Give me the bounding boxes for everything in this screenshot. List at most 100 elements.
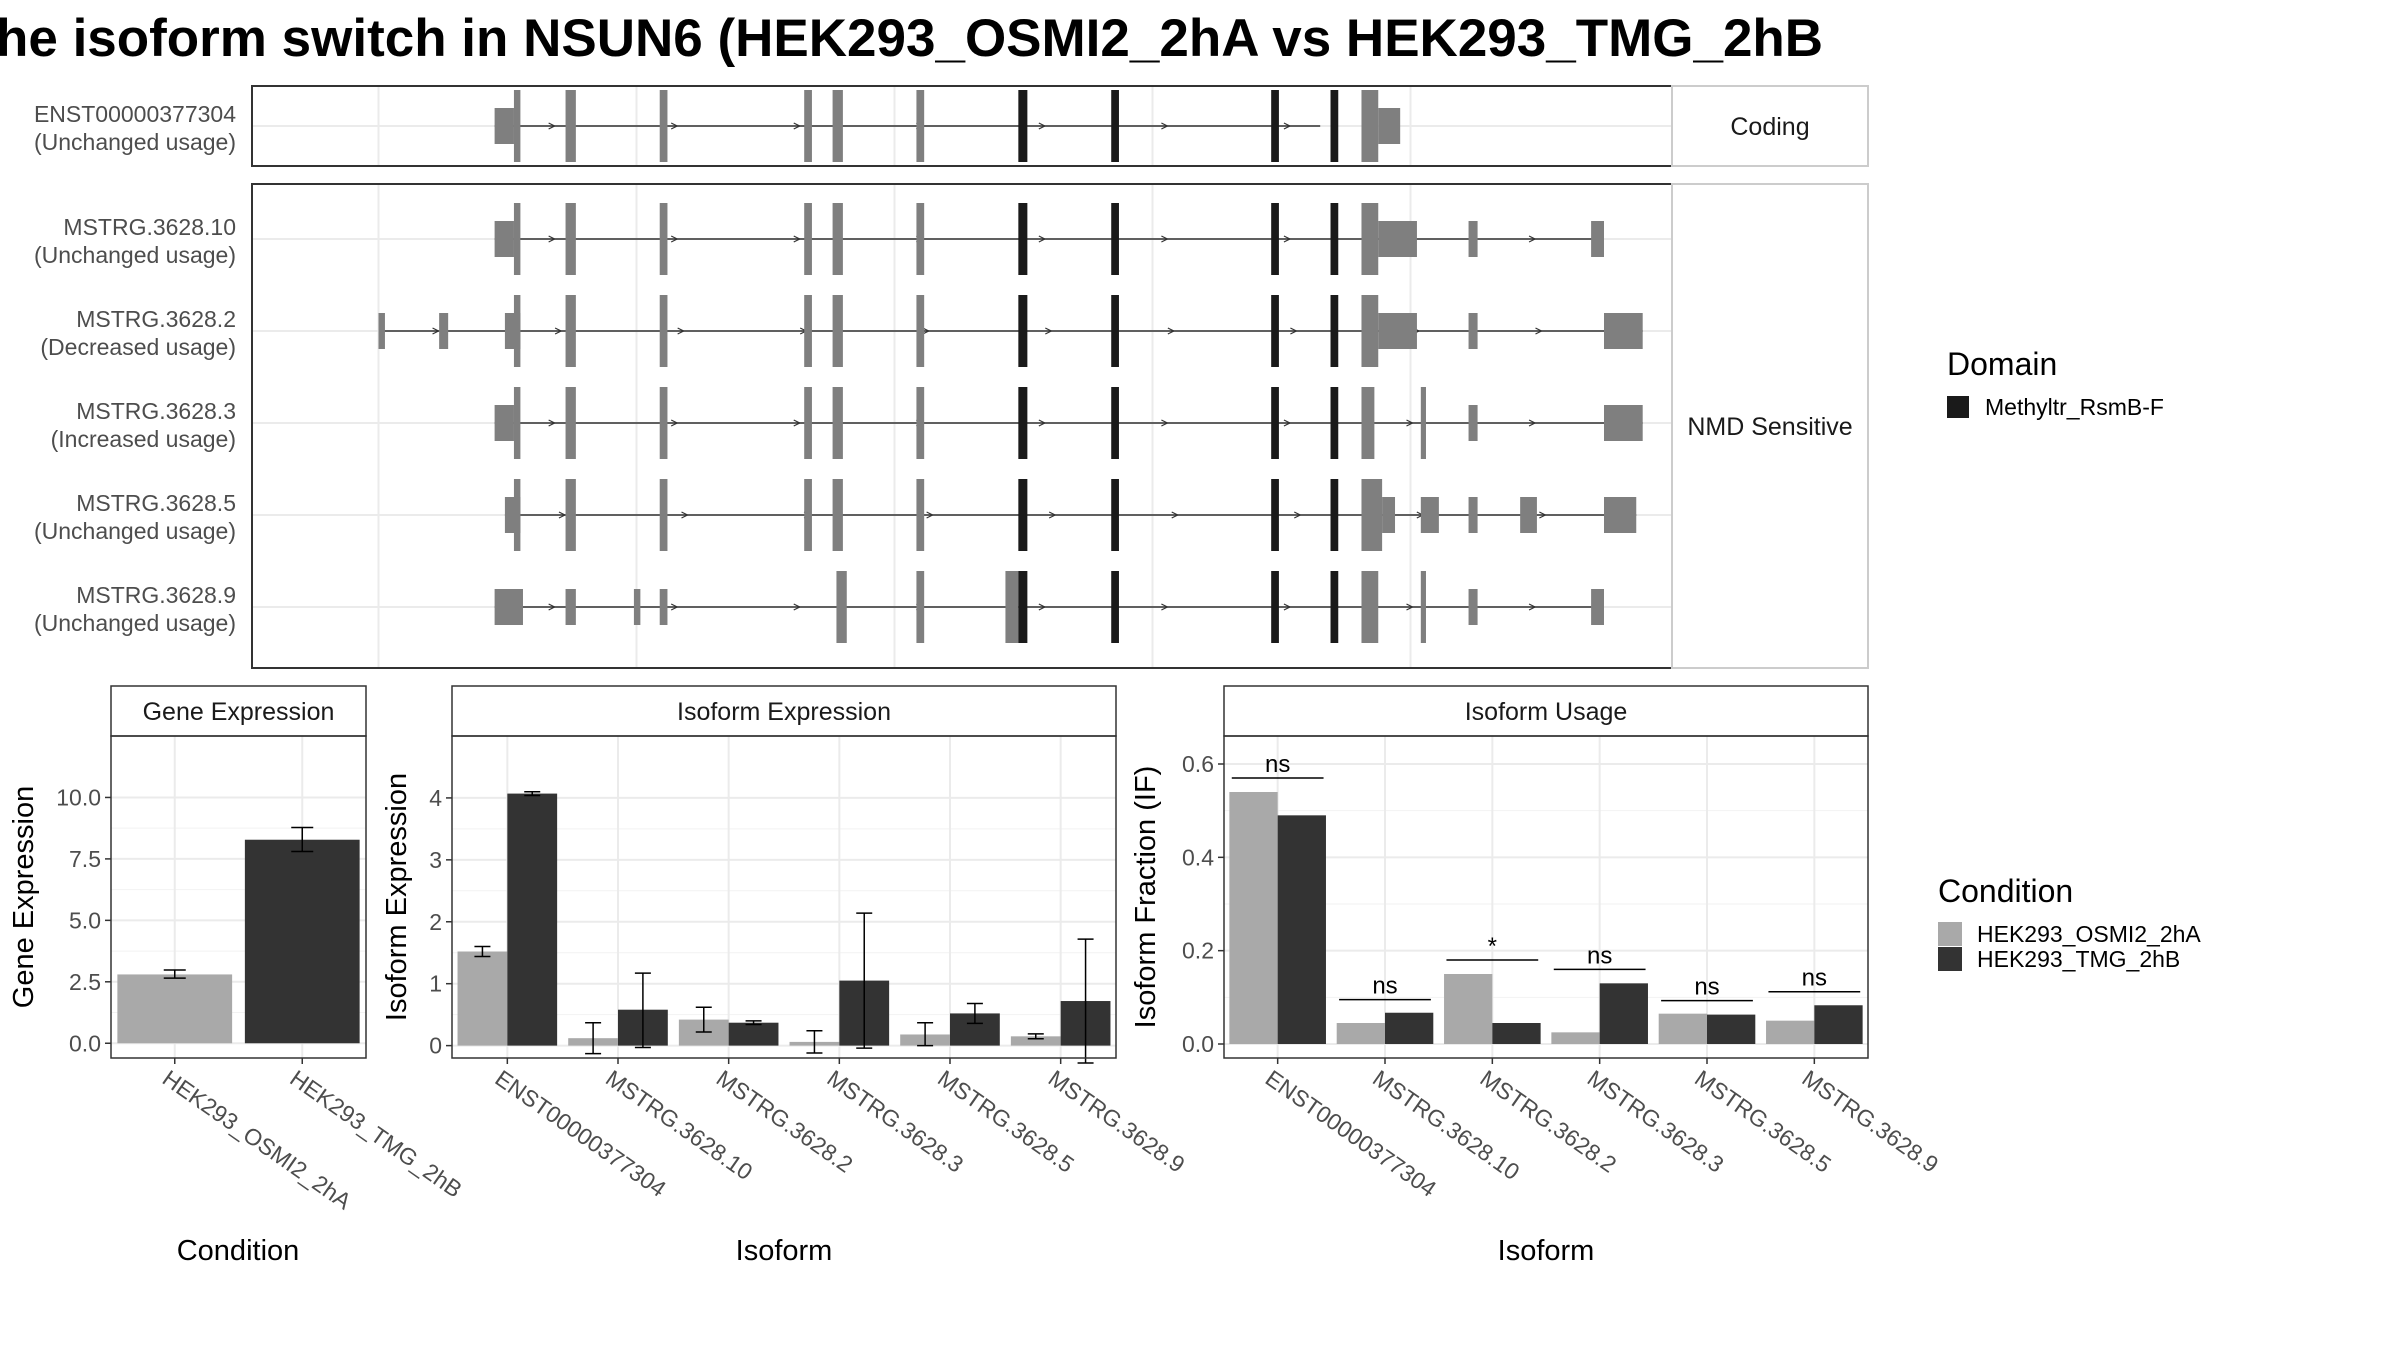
isoform-usage-label: (Decreased usage) — [40, 334, 236, 360]
y-tick-label: 0.0 — [1182, 1031, 1214, 1057]
direction-arrow — [554, 327, 563, 335]
exon-domain-block — [1271, 203, 1279, 275]
panel-title: Isoform Expression — [677, 698, 891, 726]
direction-arrow — [1161, 122, 1169, 130]
structure-facet-strip — [1671, 85, 1869, 167]
exon-block — [916, 203, 925, 275]
direction-arrow — [1167, 327, 1176, 335]
direction-arrow — [1161, 235, 1169, 243]
bar — [244, 839, 360, 1044]
domain-legend-title: Domain — [1947, 346, 2057, 382]
exon-block — [1361, 387, 1375, 459]
direction-arrow — [1528, 235, 1537, 243]
bar — [1385, 1012, 1434, 1044]
exon-block — [1591, 221, 1604, 257]
direction-arrow — [793, 235, 802, 243]
exon-domain-block — [1330, 387, 1339, 459]
bar — [1336, 1023, 1385, 1044]
exon-block — [1420, 571, 1426, 643]
x-axis-title: Isoform — [1498, 1235, 1595, 1267]
bar — [728, 1022, 779, 1046]
direction-arrow — [1528, 419, 1537, 427]
isoform-track: MSTRG.3628.9(Unchanged usage) — [34, 571, 1604, 643]
direction-arrow — [432, 327, 440, 335]
direction-arrow — [677, 327, 685, 335]
bar — [117, 974, 233, 1044]
legend-label-condition: HEK293_TMG_2hB — [1977, 946, 2180, 972]
plot-frame — [110, 735, 367, 1059]
significance-label: ns — [1265, 751, 1290, 778]
direction-arrow — [1406, 419, 1414, 427]
exon-domain-block — [1271, 295, 1279, 367]
legend-label-condition: HEK293_OSMI2_2hA — [1977, 921, 2201, 947]
bar — [1814, 1005, 1863, 1044]
x-axis-title: Isoform — [736, 1235, 833, 1267]
direction-arrow — [1048, 511, 1057, 519]
figure-title: he isoform switch in NSUN6 (HEK293_OSMI2… — [0, 9, 1823, 68]
exon-domain-block — [1111, 295, 1119, 367]
significance-label: ns — [1694, 974, 1719, 1001]
y-axis-title: Isoform Expression — [381, 773, 413, 1021]
plot-frame — [1223, 735, 1869, 1059]
exon-block — [1005, 571, 1019, 643]
exon-block — [439, 313, 449, 349]
exon-domain-block — [1111, 387, 1119, 459]
direction-arrow — [670, 235, 679, 243]
y-tick-label: 2 — [429, 909, 442, 935]
exon-domain-block — [1330, 203, 1339, 275]
bar — [1010, 1036, 1061, 1046]
exon-block — [1420, 497, 1439, 533]
direction-arrow — [1283, 419, 1292, 427]
exon-block — [804, 295, 812, 367]
exon-block — [804, 90, 812, 162]
exon-domain-block — [1018, 571, 1028, 643]
isoform-id-label: MSTRG.3628.10 — [63, 214, 236, 240]
direction-arrow — [1539, 511, 1547, 519]
domain-legend: Domain Methyltr_RsmB-F — [1947, 346, 2164, 420]
y-tick-label: 0.2 — [1182, 938, 1214, 964]
isoform-id-label: MSTRG.3628.3 — [76, 398, 236, 424]
legend-label-domain: Methyltr_RsmB-F — [1985, 394, 2164, 420]
y-tick-label: 0.4 — [1182, 844, 1214, 870]
direction-arrow — [1528, 603, 1537, 611]
domain-legend-items: Methyltr_RsmB-F — [1947, 394, 2164, 420]
exon-block — [659, 203, 668, 275]
exon-block — [659, 479, 668, 551]
direction-arrow — [793, 419, 802, 427]
exon-domain-block — [1111, 479, 1119, 551]
exon-block — [832, 90, 843, 162]
direction-arrow — [1294, 511, 1302, 519]
exon-block — [1378, 313, 1417, 349]
direction-arrow — [1161, 603, 1169, 611]
exon-domain-block — [1018, 479, 1028, 551]
panel-title: Isoform Usage — [1465, 698, 1628, 726]
exon-domain-block — [1111, 90, 1119, 162]
exon-block — [832, 387, 843, 459]
exon-block — [836, 571, 847, 643]
exon-block — [565, 203, 576, 275]
panel-strip — [110, 685, 367, 737]
exon-domain-block — [1018, 90, 1028, 162]
isoform-usage-label: (Unchanged usage) — [34, 129, 236, 155]
direction-arrow — [548, 419, 556, 427]
exon-block — [1361, 479, 1383, 551]
bar — [1492, 1023, 1541, 1044]
exon-block — [1520, 497, 1537, 533]
exon-block — [916, 295, 925, 367]
structure-facet-label: NMD Sensitive — [1687, 413, 1852, 441]
bar — [1229, 792, 1278, 1044]
legend-swatch-domain — [1947, 396, 1969, 418]
isoform-usage-label: (Unchanged usage) — [34, 610, 236, 636]
exon-block — [494, 405, 514, 441]
exon-domain-block — [1111, 203, 1119, 275]
y-tick-label: 1 — [429, 971, 442, 997]
exon-block — [565, 90, 576, 162]
exon-domain-block — [1111, 571, 1119, 643]
direction-arrow — [1161, 419, 1169, 427]
exon-block — [916, 479, 925, 551]
plot-background — [1224, 736, 1868, 1058]
exon-domain-block — [1330, 571, 1339, 643]
